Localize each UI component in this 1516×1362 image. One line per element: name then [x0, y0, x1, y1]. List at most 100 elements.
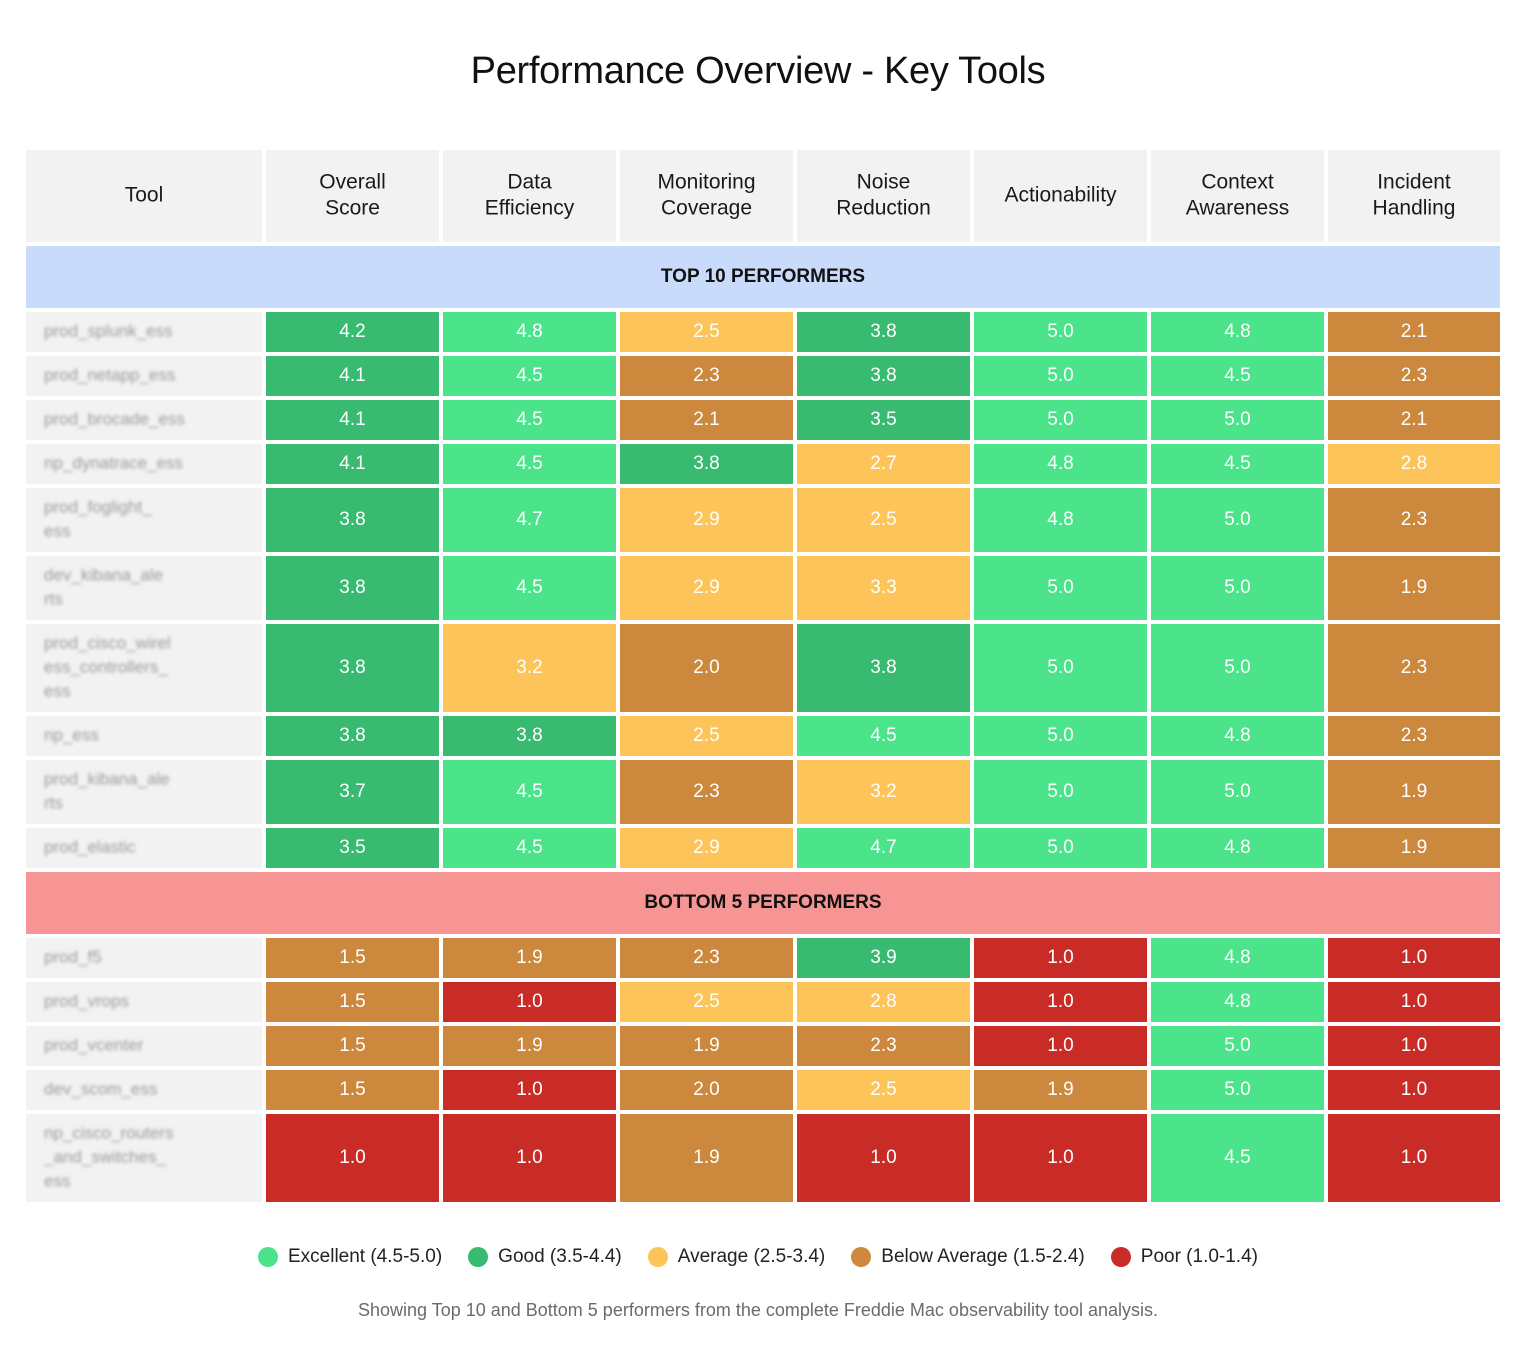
tool-name: prod_f5 — [44, 947, 102, 966]
heat-cell — [1151, 716, 1324, 756]
cell-value: 1.0 — [339, 1147, 365, 1168]
cell-value: 2.9 — [693, 837, 719, 858]
cell-value: 5.0 — [1047, 657, 1073, 678]
heat-cell — [443, 1026, 616, 1066]
heat-cell — [1151, 356, 1324, 396]
cell-value: 1.0 — [516, 1147, 542, 1168]
heat-cell — [1151, 1026, 1324, 1066]
heat-cell — [797, 760, 970, 824]
cell-value: 4.8 — [1224, 837, 1250, 858]
heat-cell — [974, 828, 1147, 868]
legend-swatch — [851, 1247, 872, 1267]
heat-cell — [974, 556, 1147, 620]
heat-cell — [797, 828, 970, 868]
cell-value: 4.5 — [516, 577, 542, 598]
heat-cell — [1328, 556, 1500, 620]
heat-cell — [620, 556, 793, 620]
heat-cell — [620, 356, 793, 396]
header-cell — [1151, 150, 1324, 242]
cell-value: 1.9 — [516, 1035, 542, 1056]
cell-value: 4.1 — [339, 365, 365, 386]
cell-value: 4.7 — [516, 509, 542, 530]
heat-cell — [443, 716, 616, 756]
cell-value: 3.8 — [870, 657, 896, 678]
cell-value: 5.0 — [1047, 321, 1073, 342]
cell-value: 5.0 — [1047, 365, 1073, 386]
column-header: Monitoring Coverage — [657, 171, 755, 220]
cell-value: 4.5 — [1224, 453, 1250, 474]
cell-value: 5.0 — [1224, 509, 1250, 530]
tool-name: prod_vcenter — [44, 1035, 144, 1054]
cell-value: 2.1 — [693, 409, 719, 430]
cell-value: 2.3 — [1401, 725, 1427, 746]
heat-cell — [797, 488, 970, 552]
heat-cell — [1328, 828, 1500, 868]
heat-cell — [443, 400, 616, 440]
heat-cell — [266, 400, 439, 440]
cell-value: 5.0 — [1047, 837, 1073, 858]
legend-item: Below Average (1.5-2.4) — [851, 1246, 1085, 1268]
heat-cell — [620, 938, 793, 978]
legend-item: Good (3.5-4.4) — [468, 1246, 622, 1268]
footnote: Showing Top 10 and Bottom 5 performers f… — [357, 1300, 1159, 1320]
cell-value: 4.5 — [516, 781, 542, 802]
cell-value: 2.7 — [870, 453, 896, 474]
heat-cell — [620, 444, 793, 484]
heat-cell — [974, 312, 1147, 352]
heat-cell — [1328, 400, 1500, 440]
cell-value: 1.0 — [1047, 1147, 1073, 1168]
heat-cell — [443, 356, 616, 396]
cell-value: 1.0 — [1401, 1079, 1427, 1100]
heat-cell — [266, 938, 439, 978]
heat-cell — [1328, 356, 1500, 396]
cell-value: 3.8 — [339, 725, 365, 746]
cell-value: 4.8 — [1047, 509, 1073, 530]
legend: Excellent (4.5-5.0) Good (3.5-4.4) Average… — [0, 1246, 1516, 1268]
heat-cell — [1151, 556, 1324, 620]
heat-cell — [1151, 312, 1324, 352]
cell-value: 2.8 — [870, 991, 896, 1012]
heat-cell — [1328, 716, 1500, 756]
cell-value: 1.9 — [1401, 781, 1427, 802]
cell-value: 4.1 — [339, 409, 365, 430]
tool-name: np_dynatrace_ess — [44, 453, 183, 472]
cell-value: 2.3 — [1401, 657, 1427, 678]
tool-name-cell — [26, 982, 262, 1022]
cell-value: 1.5 — [339, 1079, 365, 1100]
tool-name: prod_netapp_ess — [44, 365, 175, 384]
tool-name-cell — [26, 1114, 262, 1202]
heat-cell — [797, 556, 970, 620]
cell-value: 4.5 — [516, 365, 542, 386]
cell-value: 2.0 — [693, 1079, 719, 1100]
header-cell — [266, 150, 439, 242]
heat-cell — [266, 356, 439, 396]
cell-value: 3.2 — [870, 781, 896, 802]
cell-value: 4.8 — [1224, 947, 1250, 968]
cell-value: 4.8 — [1224, 321, 1250, 342]
cell-value: 4.5 — [1224, 1147, 1250, 1168]
cell-value: 2.3 — [870, 1035, 896, 1056]
heat-cell — [620, 312, 793, 352]
heat-cell — [1328, 1114, 1500, 1202]
heat-cell — [1151, 1114, 1324, 1202]
cell-value: 1.0 — [870, 1147, 896, 1168]
cell-value: 5.0 — [1224, 1035, 1250, 1056]
cell-value: 1.0 — [1401, 991, 1427, 1012]
cell-value: 5.0 — [1224, 577, 1250, 598]
heat-cell — [974, 938, 1147, 978]
cell-value: 2.5 — [693, 991, 719, 1012]
heat-cell — [797, 1114, 970, 1202]
heat-cell — [797, 356, 970, 396]
tool-name: prod_cisco_wirel ess_controllers_ ess — [44, 633, 171, 700]
cell-value: 1.9 — [1401, 577, 1427, 598]
cell-value: 2.9 — [693, 577, 719, 598]
heat-cell — [1151, 488, 1324, 552]
tool-name-cell — [26, 1026, 262, 1066]
cell-value: 3.3 — [870, 577, 896, 598]
cell-value: 3.8 — [339, 577, 365, 598]
cell-value: 1.0 — [516, 991, 542, 1012]
heat-cell — [974, 488, 1147, 552]
heat-cell — [1328, 938, 1500, 978]
cell-value: 1.5 — [339, 1035, 365, 1056]
cell-value: 5.0 — [1047, 409, 1073, 430]
